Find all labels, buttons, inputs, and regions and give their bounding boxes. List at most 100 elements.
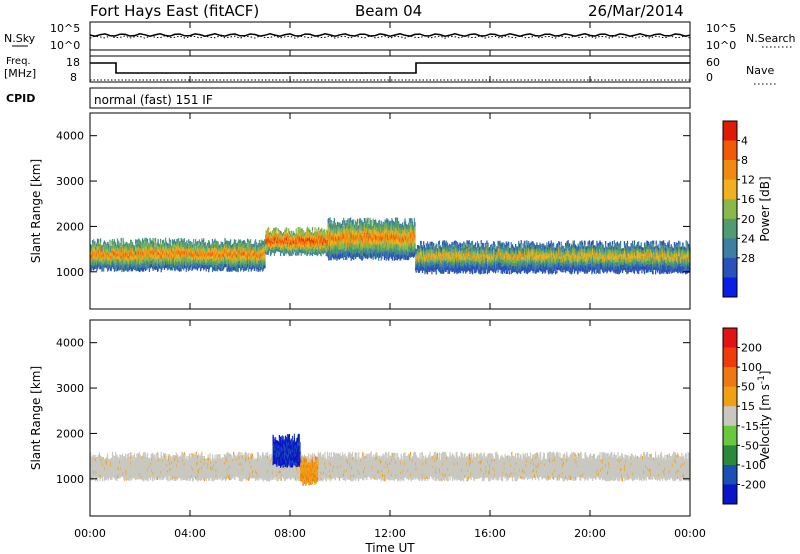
echo-cell (175, 252, 177, 256)
echo-cell (178, 257, 180, 262)
echo-cell (303, 250, 305, 254)
echo-cell (135, 251, 137, 256)
echo-cell (347, 218, 349, 224)
echo-cell (225, 257, 227, 261)
echo-cell (468, 244, 471, 248)
echo-cell (240, 244, 242, 248)
echo-cell (205, 265, 207, 269)
echo-cell (116, 267, 119, 272)
echo-cell (183, 266, 185, 271)
echo-cell (94, 241, 96, 245)
echo-cell (316, 253, 319, 257)
echo-cell (298, 245, 300, 249)
echo-cell (105, 264, 107, 268)
echo-cell (258, 240, 261, 244)
echo-cell (126, 252, 129, 256)
echo-cell (323, 251, 325, 254)
echo-cell (264, 258, 266, 262)
echo-cell (273, 227, 275, 231)
echo-cell (123, 264, 125, 268)
echo-cell (105, 242, 107, 246)
echo-cell (313, 233, 315, 236)
echo-cell (273, 240, 275, 244)
echo-cell (268, 232, 271, 235)
echo-cell (310, 243, 312, 247)
echo-cell (170, 245, 172, 249)
echo-cell (258, 264, 260, 268)
echo-cell (128, 268, 130, 272)
echo-cell (318, 239, 320, 243)
echo-cell (428, 243, 430, 247)
echo-cell (93, 254, 95, 259)
echo-cell (245, 249, 247, 254)
echo-cell (201, 245, 204, 249)
echo-cell (290, 233, 292, 237)
echo-cell (235, 254, 237, 258)
echo-cell (185, 268, 187, 273)
echo-cell (265, 247, 267, 251)
echo-cell (283, 250, 286, 254)
echo-cell (150, 260, 152, 264)
echo-cell (155, 249, 157, 252)
echo-cell (144, 237, 146, 242)
echo-cell (220, 254, 222, 258)
echo-cell (105, 246, 107, 250)
echo-cell (130, 267, 132, 272)
echo-cell (320, 239, 322, 243)
echo-cell (364, 218, 366, 224)
echo-cell (260, 249, 262, 254)
echo-cell (448, 270, 451, 274)
echo-cell (219, 259, 221, 263)
echo-cell (225, 254, 227, 258)
echo-cell (98, 249, 100, 254)
echo-cell (188, 243, 190, 248)
echo-cell (130, 259, 132, 264)
echo-cell (175, 265, 177, 269)
echo-cell (304, 252, 306, 256)
echo-cell (264, 255, 266, 259)
echo-cell (233, 266, 235, 271)
echo-cell (200, 252, 202, 256)
echo-cell (140, 267, 142, 271)
echo-cell (173, 244, 175, 248)
echo-cell (278, 247, 280, 250)
echo-cell (165, 251, 167, 255)
echo-cell (243, 263, 245, 268)
echo-cell (200, 259, 202, 263)
echo-cell (311, 252, 314, 257)
echo-cell (118, 255, 120, 260)
echo-cell (240, 250, 242, 254)
echo-cell (141, 238, 144, 243)
echo-cell (208, 264, 210, 269)
echo-cell (286, 228, 288, 232)
echo-cell (173, 257, 175, 261)
echo-cell (288, 251, 290, 255)
echo-cell (238, 257, 240, 261)
echo-cell (173, 239, 176, 244)
echo-cell (211, 239, 214, 244)
echo-cell (255, 249, 257, 253)
echo-cell (110, 255, 112, 259)
echo-cell (108, 247, 110, 251)
echo-cell (290, 252, 292, 256)
echo-cell (308, 237, 310, 241)
noise-right-tick-lo: 10^0 (706, 39, 736, 52)
echo-cell (250, 243, 252, 248)
echo-cell (220, 244, 222, 248)
echo-cell (414, 235, 416, 240)
echo-cell (128, 255, 130, 259)
echo-cell (270, 235, 272, 239)
echo-cell (178, 261, 180, 266)
echo-cell (93, 258, 95, 263)
echo-cell (280, 252, 282, 257)
echo-cell (286, 232, 289, 236)
echo-cell (103, 242, 105, 247)
echo-cell (273, 243, 275, 247)
nsky-trace (89, 33, 691, 37)
echo-cell (165, 241, 167, 245)
echo-cell (320, 229, 322, 233)
echo-cell (270, 249, 272, 252)
echo-cell (270, 251, 272, 255)
echo-cell (238, 242, 240, 247)
